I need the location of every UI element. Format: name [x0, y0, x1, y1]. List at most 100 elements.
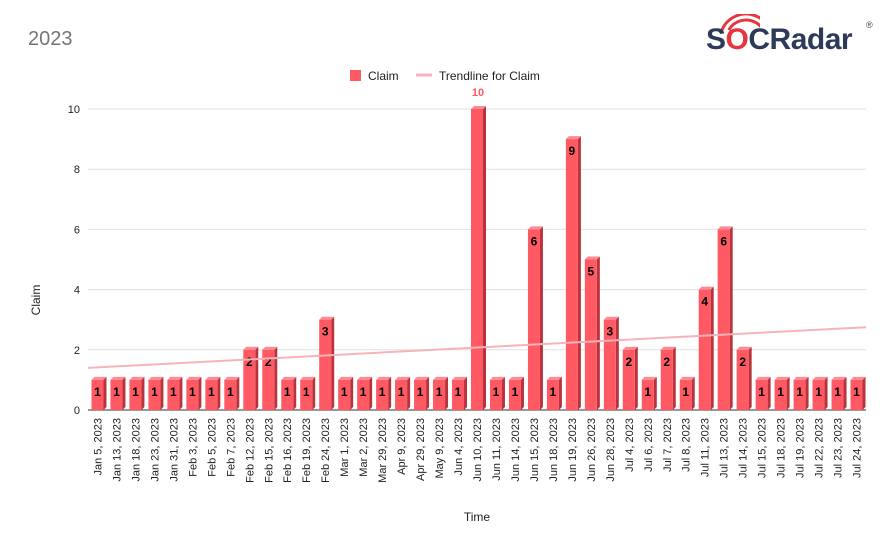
x-tick-label: Apr 29, 2023 [415, 418, 427, 481]
data-label: 1 [398, 385, 405, 399]
bar-front [319, 319, 332, 410]
x-tick-label: Jan 18, 2023 [130, 418, 142, 482]
x-tick-label: Feb 16, 2023 [282, 418, 294, 483]
bar: 1 [414, 376, 430, 410]
bar-front [774, 379, 787, 410]
bar-front [584, 259, 597, 410]
bar: 1 [508, 376, 524, 410]
x-tick-label: Mar 1, 2023 [339, 418, 351, 477]
data-label: 1 [113, 385, 120, 399]
y-tick-label: 6 [74, 224, 80, 236]
bar-top [471, 106, 486, 109]
bar-top [717, 226, 733, 230]
bar-front [414, 379, 427, 410]
bar: 2 [262, 346, 278, 410]
bar-side [501, 376, 505, 410]
data-label: 2 [246, 355, 253, 369]
x-tick-label: Jul 18, 2023 [776, 418, 788, 478]
data-label: 6 [531, 234, 538, 248]
bar-side [350, 376, 354, 410]
data-label: 10 [472, 87, 484, 99]
x-tick-label: Jun 14, 2023 [510, 418, 522, 482]
bar: 1 [205, 376, 221, 410]
socradar-logo: SOCRadar ® [700, 14, 880, 70]
legend-trendline-label: Trendline for Claim [439, 69, 540, 83]
bar-front [186, 379, 199, 410]
data-label: 1 [436, 385, 443, 399]
x-tick-label: Feb 3, 2023 [187, 418, 199, 477]
data-label: 1 [379, 385, 386, 399]
bar-front [300, 379, 313, 410]
bar-side [141, 376, 145, 410]
data-label: 1 [682, 385, 689, 399]
registered-mark: ® [866, 20, 873, 30]
data-label: 2 [739, 355, 746, 369]
data-label: 1 [303, 385, 310, 399]
bar-side [843, 376, 847, 410]
bar-side [786, 376, 790, 410]
x-tick-label: Jul 14, 2023 [738, 418, 750, 478]
bar-side [369, 376, 373, 410]
bar: 1 [300, 376, 316, 410]
bar: 1 [186, 376, 202, 410]
bar: 1 [281, 376, 297, 410]
data-label: 2 [265, 355, 272, 369]
bar-front [717, 229, 730, 410]
bar-top [148, 376, 164, 380]
bar: 1 [376, 376, 392, 410]
bar-top [376, 376, 392, 380]
bar-top [205, 376, 221, 380]
bar-top [755, 376, 771, 380]
bar: 3 [319, 316, 335, 410]
bar-top [565, 136, 581, 140]
y-tick-label: 10 [68, 104, 80, 116]
bar-top [357, 376, 373, 380]
bar-side [255, 346, 259, 410]
x-tick-label: Feb 24, 2023 [320, 418, 332, 483]
bar-front [91, 379, 104, 410]
bar-front [376, 379, 389, 410]
x-tick-label: Jul 24, 2023 [852, 418, 864, 478]
bar: 6 [717, 226, 733, 410]
x-tick-label: Mar 2, 2023 [358, 418, 370, 477]
bar-side [274, 346, 278, 410]
bar-front [793, 379, 806, 410]
data-label: 1 [796, 385, 803, 399]
bar-front [433, 379, 446, 410]
bar-top [660, 346, 676, 350]
bar-top [546, 376, 562, 380]
bar-front [205, 379, 218, 410]
x-tick-label: Jun 28, 2023 [605, 418, 617, 482]
bar-front [603, 319, 616, 410]
bar-front [736, 349, 749, 410]
bar-top [527, 226, 543, 230]
bar: 1 [357, 376, 373, 410]
bar-side [198, 376, 202, 410]
bar: 1 [546, 376, 562, 410]
bar-front [395, 379, 408, 410]
x-tick-label: Apr 9, 2023 [396, 418, 408, 475]
page-title: 2023 [28, 28, 73, 50]
bar-side [312, 376, 316, 410]
bar-top [243, 346, 259, 350]
trendline [87, 326, 867, 369]
bar: 9 [565, 136, 581, 410]
data-label: 1 [512, 385, 519, 399]
bar: 1 [793, 376, 809, 410]
bar-front [850, 379, 863, 410]
x-tick-label: Jul 15, 2023 [757, 418, 769, 478]
bar-top [508, 376, 524, 380]
bar: 1 [224, 376, 240, 410]
bar-front [243, 349, 256, 410]
data-label: 1 [189, 385, 196, 399]
bar-top [736, 346, 752, 350]
data-label: 1 [151, 385, 158, 399]
data-label: 1 [644, 385, 651, 399]
bar-side [710, 286, 714, 410]
bar-front [129, 379, 142, 410]
data-label: 3 [606, 325, 613, 339]
bar: 1 [812, 376, 828, 410]
x-tick-label: Feb 15, 2023 [263, 418, 275, 483]
bar-front [622, 349, 635, 410]
data-label: 1 [360, 385, 367, 399]
